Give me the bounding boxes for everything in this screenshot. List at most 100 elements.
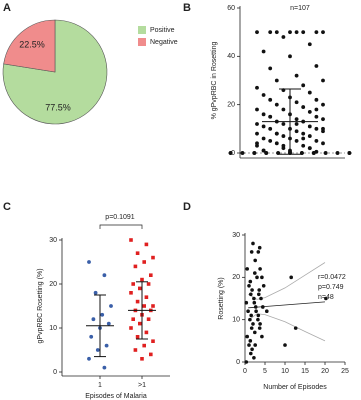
data-point <box>251 241 255 246</box>
data-point <box>255 141 259 146</box>
panel-letter: A <box>3 2 11 14</box>
x-tick-label: 1 <box>98 382 102 389</box>
data-point <box>294 117 299 122</box>
data-point <box>135 335 140 339</box>
pie-slice <box>3 19 56 73</box>
data-point <box>314 64 319 68</box>
data-point <box>247 343 251 347</box>
panel-letter: C <box>3 201 11 213</box>
data-point <box>142 343 146 348</box>
data-point <box>102 273 107 278</box>
data-point <box>246 309 250 314</box>
panel-letter: D <box>183 201 191 213</box>
annotation: n=107 <box>290 5 310 12</box>
data-point <box>248 279 253 284</box>
data-point <box>307 134 312 138</box>
annotation: p=0.1091 <box>105 214 134 221</box>
x-tick-label: 5 <box>263 368 267 375</box>
data-point <box>274 102 279 107</box>
data-point <box>247 284 251 288</box>
annotation: p=0.749 <box>318 284 344 291</box>
data-point <box>301 30 306 35</box>
data-point <box>251 322 255 326</box>
data-point <box>142 304 146 308</box>
data-point <box>255 131 259 136</box>
data-point <box>281 122 286 126</box>
data-point <box>257 245 262 250</box>
y-tick-label: 10 <box>49 325 57 332</box>
data-point <box>307 90 312 95</box>
slice-label: 77.5% <box>45 102 71 112</box>
x-axis-label: Number of Episodes <box>263 384 327 391</box>
data-point <box>255 107 259 112</box>
data-point <box>254 309 258 314</box>
data-point <box>307 146 312 151</box>
data-point <box>138 286 142 291</box>
data-point <box>281 35 286 39</box>
data-point <box>301 131 306 136</box>
data-point <box>260 275 264 280</box>
data-point <box>268 139 273 143</box>
data-point <box>258 267 262 271</box>
data-point <box>95 348 100 352</box>
data-point <box>301 136 306 141</box>
data-point <box>149 273 153 277</box>
legend-label: Positive <box>150 27 175 34</box>
data-point <box>261 148 266 153</box>
data-point <box>87 260 91 264</box>
x-tick-label: 15 <box>301 368 309 375</box>
y-tick-label: 20 <box>227 102 235 109</box>
data-point <box>301 143 306 148</box>
data-point <box>293 326 298 330</box>
data-point <box>249 313 253 318</box>
x-tick-label: 25 <box>341 368 349 375</box>
data-point <box>255 30 259 35</box>
data-point <box>249 292 253 297</box>
data-point <box>261 93 266 97</box>
data-point <box>264 151 269 155</box>
data-point <box>142 260 146 264</box>
data-point <box>335 151 340 155</box>
data-point <box>274 30 279 35</box>
data-point <box>321 117 325 122</box>
y-axis-label: gPvpRBC Rosetting (%) <box>37 268 44 343</box>
data-point <box>261 112 266 117</box>
data-point <box>87 356 91 361</box>
slice-label: 22.5% <box>19 39 45 49</box>
y-tick-label: 0 <box>231 150 235 157</box>
data-point <box>307 124 312 129</box>
y-tick-label: 40 <box>227 53 235 60</box>
data-point <box>256 313 261 318</box>
data-point <box>321 141 325 146</box>
data-point <box>228 151 233 155</box>
data-point <box>294 30 299 35</box>
data-point <box>314 149 319 154</box>
data-point <box>294 73 299 78</box>
data-point <box>144 295 149 299</box>
data-point <box>307 42 312 47</box>
data-point <box>321 78 325 83</box>
data-point <box>255 85 259 90</box>
data-point <box>288 30 292 35</box>
data-point <box>281 134 286 138</box>
y-axis-label: Rosetting (%) <box>218 277 225 319</box>
annotation: n=48 <box>318 294 334 301</box>
data-point <box>106 321 111 326</box>
y-tick-label: 60 <box>227 5 235 12</box>
x-axis-label: Episodes of Malaria <box>85 393 147 400</box>
data-point <box>244 300 249 305</box>
data-point <box>268 30 273 35</box>
data-point <box>252 355 256 360</box>
y-tick-label: 20 <box>49 281 57 288</box>
y-axis-label: % gPvpRBC in Rosetting <box>211 41 218 119</box>
data-point <box>274 141 279 146</box>
data-point <box>144 330 149 335</box>
data-point <box>268 126 273 131</box>
data-point <box>93 290 98 295</box>
data-point <box>321 126 325 131</box>
legend-swatch <box>138 38 146 46</box>
data-point <box>281 143 286 148</box>
data-point <box>265 309 269 314</box>
data-point <box>129 238 133 242</box>
data-point <box>268 114 273 119</box>
